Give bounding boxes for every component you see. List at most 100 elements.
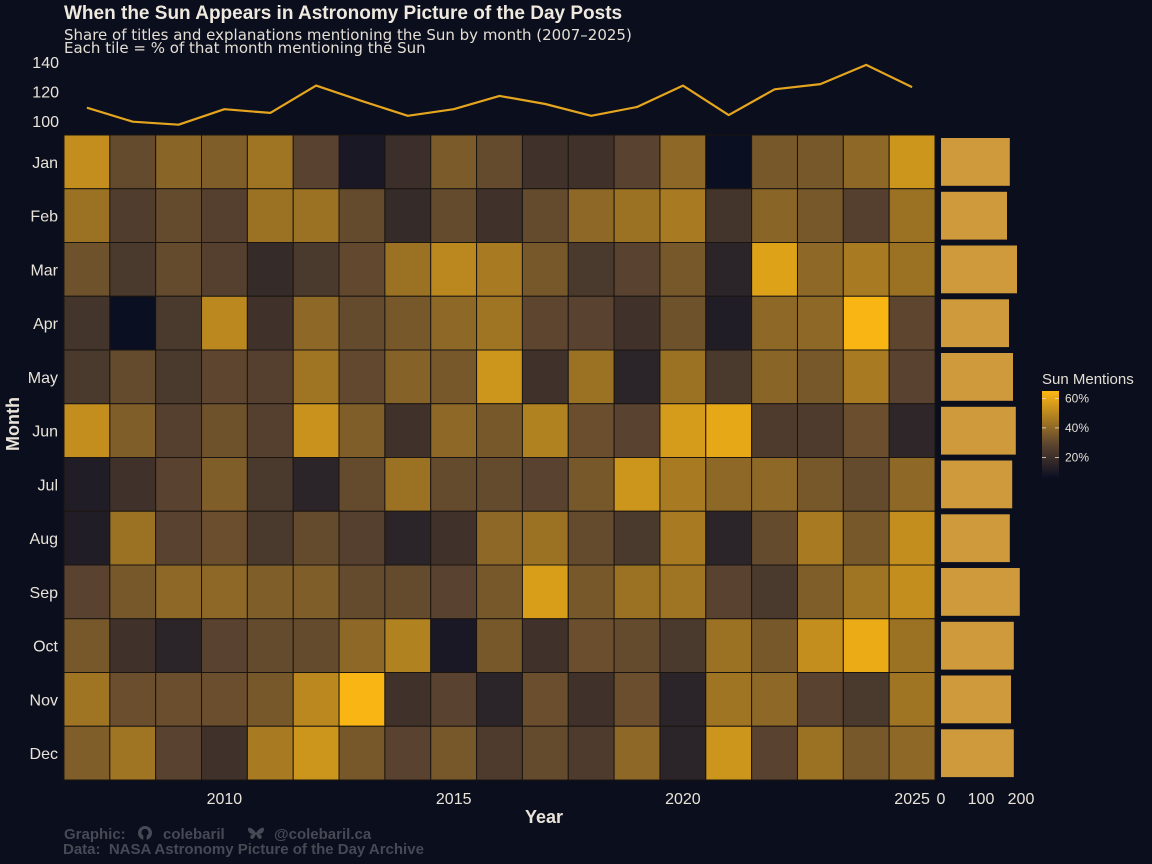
heatmap-tile-sep-2011 (246, 564, 294, 620)
heatmap-tile-nov-2010 (201, 672, 248, 727)
x-tick-label: 2025 (894, 791, 930, 808)
heatmap-tile-dec-2019 (613, 725, 661, 781)
side-bar-x-tick: 0 (937, 791, 946, 808)
heatmap-tile-apr-2015 (430, 295, 478, 351)
heatmap-tile-may-2017 (521, 349, 569, 405)
heatmap-tile-may-2009 (155, 349, 203, 405)
heatmap-tile-apr-2016 (476, 295, 523, 351)
bluesky-butterfly-icon (248, 827, 264, 839)
side-bar-x-tick: 200 (1008, 791, 1035, 808)
heatmap-tile-aug-2012 (292, 510, 340, 566)
heatmap-tile-dec-2007 (63, 725, 111, 781)
heatmap-tile-may-2012 (292, 349, 340, 405)
heatmap-tile-nov-2025 (888, 672, 936, 727)
heatmap-tile-sep-2017 (521, 564, 569, 620)
side-bar-jul (941, 460, 1013, 509)
heatmap-tile-feb-2020 (659, 188, 707, 243)
heatmap-tile-oct-2007 (63, 618, 111, 673)
heatmap-tile-oct-2014 (384, 618, 432, 673)
heatmap-tile-apr-2009 (155, 295, 203, 351)
heatmap-tile-feb-2013 (338, 188, 386, 243)
heatmap-tile-apr-2010 (201, 295, 248, 351)
heatmap-tile-nov-2017 (521, 672, 569, 727)
heatmap-tile-may-2010 (201, 349, 248, 405)
heatmap-tile-may-2020 (659, 349, 707, 405)
heatmap-tile-may-2025 (888, 349, 936, 405)
heatmap-tile-jun-2012 (292, 403, 340, 458)
heatmap-tile-sep-2008 (109, 564, 157, 620)
heatmap-tile-aug-2013 (338, 510, 386, 566)
heatmap-tile-jun-2008 (109, 403, 157, 458)
heatmap-tile-aug-2024 (842, 510, 890, 566)
heatmap-tile-apr-2022 (751, 295, 798, 351)
heatmap-tile-apr-2014 (384, 295, 432, 351)
heatmap-tile-mar-2012 (292, 242, 340, 297)
heatmap-tile-apr-2007 (63, 295, 111, 351)
heatmap-tile-jul-2014 (384, 457, 432, 512)
heatmap-tile-apr-2008 (109, 295, 157, 351)
heatmap-tile-oct-2022 (751, 618, 798, 673)
heatmap: Jan Feb Mar Apr May Jun Jul Aug Sep Oct Nov Dec 2010… (28, 134, 936, 808)
heatmap-tile-dec-2011 (246, 725, 294, 781)
y-tick-label: Feb (30, 209, 58, 226)
heatmap-tile-jul-2017 (521, 457, 569, 512)
heatmap-tile-nov-2012 (292, 672, 340, 727)
x-tick-label: 2015 (436, 791, 472, 808)
heatmap-tile-jan-2017 (521, 134, 569, 190)
heatmap-tile-jun-2018 (567, 403, 615, 458)
x-tick-label: 2020 (665, 791, 701, 808)
heatmap-tile-nov-2009 (155, 672, 203, 727)
side-bar-sep (941, 568, 1020, 616)
heatmap-tile-may-2018 (567, 349, 615, 405)
heatmap-tile-mar-2016 (476, 242, 523, 297)
heatmap-tile-jul-2012 (292, 457, 340, 512)
heatmap-tile-aug-2022 (751, 510, 798, 566)
side-bar-x-tick: 100 (968, 791, 995, 808)
y-tick-label: Aug (30, 531, 58, 548)
heatmap-tile-feb-2007 (63, 188, 111, 243)
heatmap-tile-aug-2014 (384, 510, 432, 566)
heatmap-tile-feb-2015 (430, 188, 478, 243)
top-line-y-tick: 140 (32, 55, 59, 72)
heatmap-tile-nov-2022 (751, 672, 798, 727)
heatmap-tile-dec-2009 (155, 725, 203, 781)
heatmap-tile-sep-2009 (155, 564, 203, 620)
heatmap-tile-mar-2017 (521, 242, 569, 297)
y-tick-label: Sep (30, 585, 59, 602)
heatmap-tile-dec-2012 (292, 725, 340, 781)
heatmap-tile-jul-2010 (201, 457, 248, 512)
heatmap-tile-jan-2025 (888, 134, 936, 190)
y-tick-label: Apr (33, 316, 59, 333)
heatmap-tile-nov-2014 (384, 672, 432, 727)
side-bar-mar (941, 245, 1017, 294)
heatmap-tile-jul-2016 (476, 457, 523, 512)
heatmap-tile-feb-2016 (476, 188, 523, 243)
heatmap-tile-oct-2021 (705, 618, 753, 673)
caption-bluesky-handle: @colebaril.ca (274, 826, 372, 843)
heatmap-tile-oct-2017 (521, 618, 569, 673)
heatmap-tile-dec-2010 (201, 725, 248, 781)
github-icon (138, 826, 152, 840)
heatmap-tile-jul-2011 (246, 457, 294, 512)
legend-tick-label: 40% (1065, 421, 1089, 435)
heatmap-tile-may-2021 (705, 349, 753, 405)
heatmap-tile-jan-2020 (659, 134, 707, 190)
heatmap-tile-feb-2019 (613, 188, 661, 243)
heatmap-tile-may-2024 (842, 349, 890, 405)
y-tick-label: Jun (32, 424, 58, 441)
heatmap-tile-aug-2016 (476, 510, 523, 566)
heatmap-tile-dec-2016 (476, 725, 523, 781)
heatmap-tile-dec-2021 (705, 725, 753, 781)
heatmap-tile-feb-2010 (201, 188, 248, 243)
heatmap-tile-jun-2013 (338, 403, 386, 458)
heatmap-tile-mar-2011 (246, 242, 294, 297)
heatmap-tile-aug-2010 (201, 510, 248, 566)
heatmap-tile-feb-2022 (751, 188, 798, 243)
heatmap-tile-nov-2007 (63, 672, 111, 727)
heatmap-tile-sep-2012 (292, 564, 340, 620)
heatmap-tile-may-2013 (338, 349, 386, 405)
heatmap-tile-may-2007 (63, 349, 111, 405)
heatmap-tile-sep-2016 (476, 564, 523, 620)
heatmap-tile-jun-2016 (476, 403, 523, 458)
heatmap-tile-jan-2007 (63, 134, 111, 190)
